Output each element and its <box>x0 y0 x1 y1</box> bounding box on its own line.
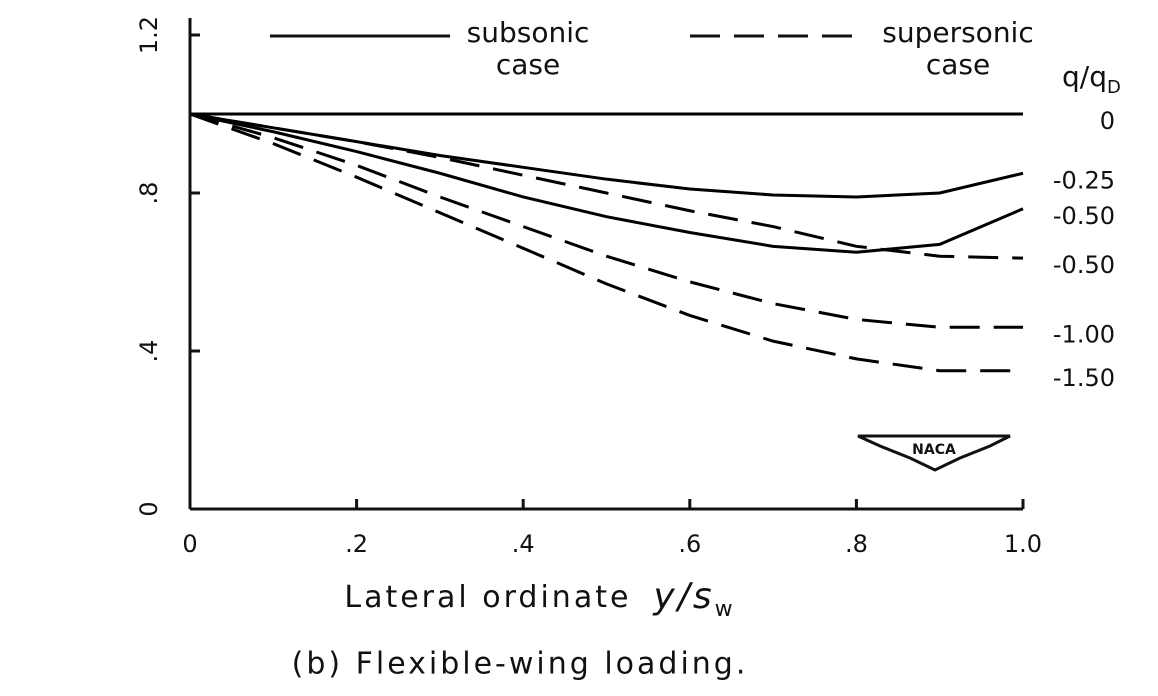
legend-text: subsonic <box>467 16 590 49</box>
x-tick-label: .2 <box>345 530 368 558</box>
x-tick-label: .8 <box>845 530 868 558</box>
legend-text: supersonic <box>882 16 1033 49</box>
y-tick-label: 0 <box>135 501 163 516</box>
x-label: Lateral ordinate y/sw <box>344 576 735 622</box>
legend-text: case <box>496 48 560 81</box>
caption: (b) Flexible-wing loading. <box>292 647 749 682</box>
series-label: -0.50 <box>1053 251 1115 279</box>
x-tick-label: 1.0 <box>1004 530 1042 558</box>
series-header: q/qD <box>1062 60 1121 98</box>
logo-text: NACA <box>912 442 956 458</box>
x-label-main: Lateral ordinate <box>344 580 631 615</box>
x-tick-label: .4 <box>512 530 535 558</box>
y-tick-label: 1.2 <box>135 16 163 54</box>
series-line <box>189 112 1024 260</box>
x-tick-label: 0 <box>182 530 197 558</box>
series-label: 0 <box>1100 107 1115 135</box>
series-label: -0.25 <box>1053 166 1115 194</box>
y-tick-label: .4 <box>135 340 163 363</box>
x-tick-label: .6 <box>678 530 701 558</box>
series-label: -1.50 <box>1053 364 1115 392</box>
series-label: -1.00 <box>1053 320 1115 348</box>
series-header-main: q/q <box>1062 60 1107 93</box>
series-line <box>189 112 1023 373</box>
y-tick-label: .8 <box>135 182 163 205</box>
x-label-var: y/s <box>652 576 714 617</box>
series-line <box>189 112 1023 329</box>
x-label-sub: w <box>715 597 736 622</box>
legend-text: case <box>926 48 990 81</box>
naca-logo: NACA <box>857 434 1011 472</box>
series-label: -0.50 <box>1053 202 1115 230</box>
series-header-sub: D <box>1107 77 1121 98</box>
